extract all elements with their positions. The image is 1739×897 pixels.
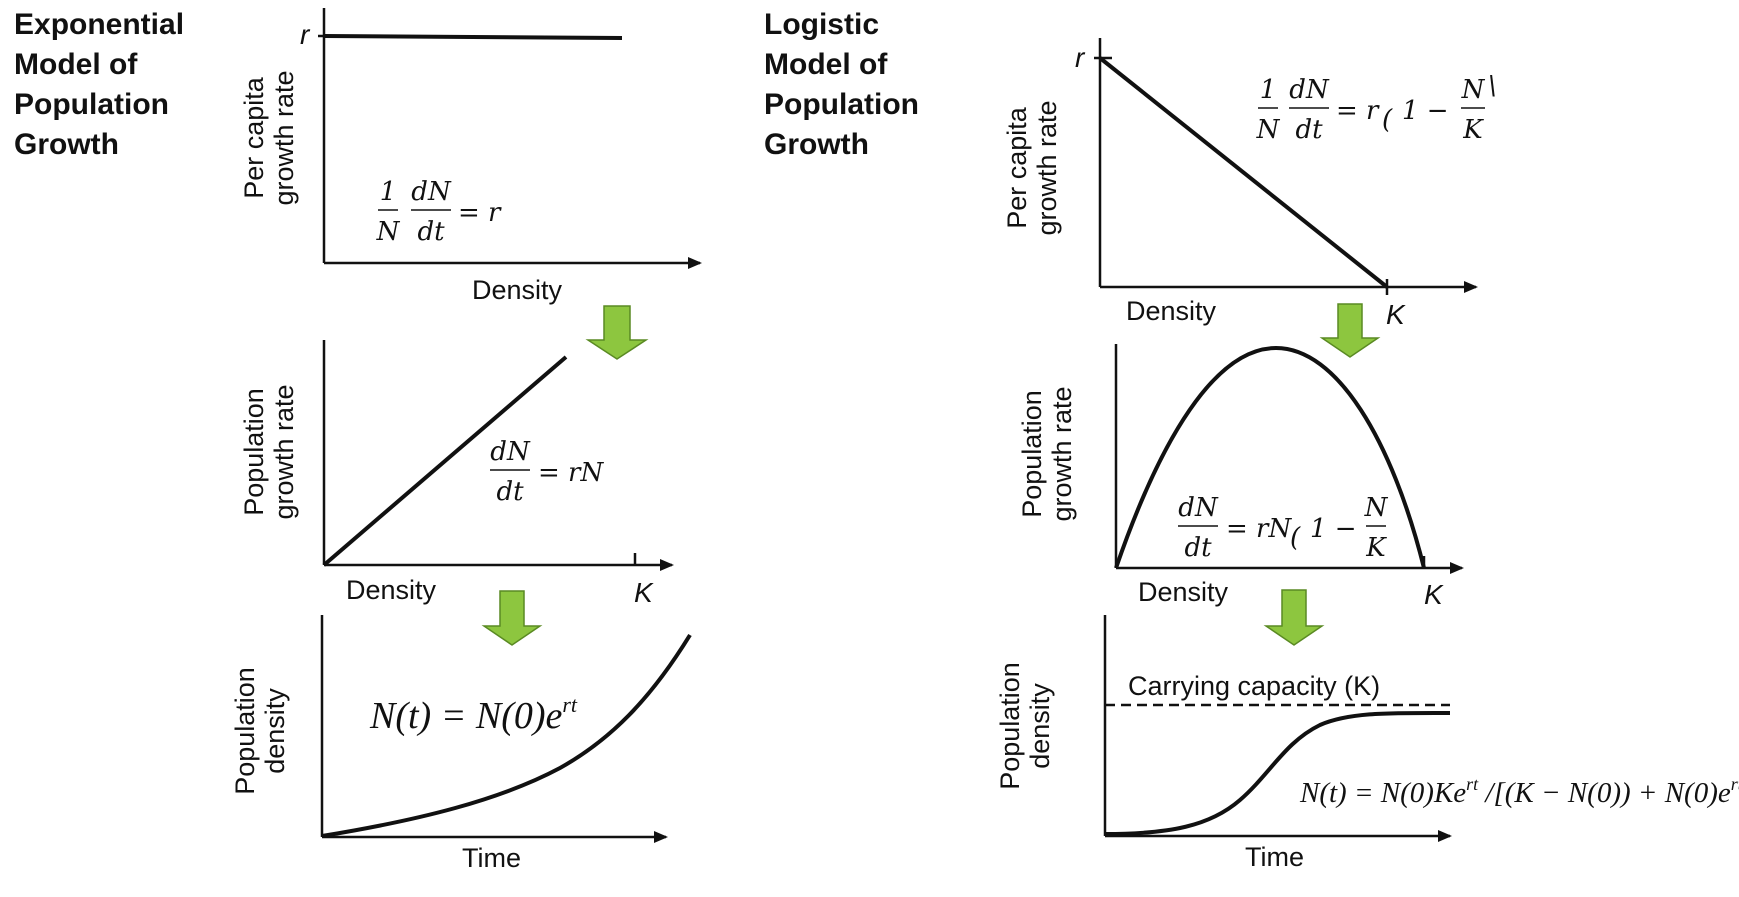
exp-p1-ylabel-1: Per capita [239,76,269,199]
exp-title-line-3: Population [14,88,169,121]
eq-den: K [1365,533,1387,563]
exp-title-line-1: Exponential [14,8,184,41]
eq-num: dN [1178,493,1219,523]
exp-p1-xlabel: Density [472,275,563,305]
log-p2-parabola-curve [1114,345,1426,569]
eq-part: N(t) = N(0)Ke [1299,777,1466,809]
log-p1-xlabel: Density [1126,296,1217,326]
eq-den: N [1256,115,1281,145]
eq-paren: ( [1290,523,1301,553]
exp-p2-ylabel-2: growth rate [269,384,299,519]
eq-den: N [376,217,401,247]
log-title-line-3: Population [764,88,919,121]
eq-rhs: = rN [538,458,604,488]
exp-p2-equation: dN dt = rN [490,437,604,507]
log-p1-k-label: K [1386,299,1406,330]
log-p1-equation: 1 N dN dt = r ( 1 − N K \ [1256,71,1497,145]
log-p3-xlabel: Time [1245,842,1304,872]
exp-title-line-4: Growth [14,128,119,161]
log-p2-ylabel-2: growth rate [1047,386,1077,521]
down-arrow-icon [481,590,543,646]
eq-sup: rt [1466,774,1479,794]
eq-close: \ [1488,71,1497,101]
eq-sup: rt [562,692,578,717]
exp-p1-r-label: r [300,19,311,50]
down-arrow-icon [585,305,649,360]
log-p3-sigmoid-curve [1104,710,1451,836]
exp-per-capita-panel: r Per capita growth rate Density 1 N dN … [239,8,702,305]
log-p2-k-label: K [1424,579,1444,610]
exp-p3-ylabel-1: Population [230,667,260,795]
eq-den: K [1462,115,1484,145]
log-per-capita-panel: r K Per capita growth rate Density 1 N d… [1002,38,1497,330]
log-p1-ylabel-2: growth rate [1032,100,1062,235]
exp-p3-equation: N(t) = N(0)ert [369,692,578,737]
eq-num: dN [1289,75,1330,105]
log-title-line-1: Logistic [764,8,879,41]
log-p3-equation: N(t) = N(0)Kert /[(K − N(0)) + N(0)ert] [1299,774,1739,809]
log-p3-capacity-label: Carrying capacity (K) [1128,671,1380,701]
log-p2-equation: dN dt = rN ( 1 − N K [1178,493,1389,563]
eq-rhs: = r [458,198,502,228]
log-p1-declining-line [1098,56,1389,289]
exp-p3-xlabel: Time [462,843,521,873]
down-arrow-icon [1319,303,1381,358]
eq-rhs: = r [1336,96,1380,126]
exp-population-density-panel: Population density Time N(t) = N(0)ert [230,615,692,873]
exp-title-line-2: Model of [14,48,138,81]
eq-rhs: = rN [1226,514,1292,544]
eq-part: /[(K − N(0)) + N(0)e [1478,777,1731,809]
log-title-line-2: Model of [764,48,888,81]
exp-population-growth-panel: K Population growth rate Density dN dt =… [239,340,674,608]
log-p3-ylabel-1: Population [995,662,1025,790]
exp-p2-xlabel: Density [346,575,437,605]
exp-p3-ylabel-2: density [260,688,290,774]
exp-p2-ylabel-1: Population [239,388,269,516]
eq-inner: 1 − [1402,96,1449,126]
eq-num: 1 [1260,75,1277,105]
log-title-line-4: Growth [764,128,869,161]
log-population-growth-panel: K Population growth rate Density dN dt =… [1017,344,1464,610]
eq-inner: 1 − [1310,514,1357,544]
eq-num: N [1461,75,1486,105]
log-p1-ylabel-1: Per capita [1002,106,1032,229]
logistic-title: Logistic Model of Population Growth [764,8,919,161]
eq-num: dN [411,177,452,207]
eq-den: dt [496,477,524,507]
eq-den: dt [1295,115,1323,145]
exp-p1-equation: 1 N dN dt = r [376,177,502,247]
log-population-density-panel: Carrying capacity (K) Population density… [995,615,1739,872]
eq-den: dt [1184,533,1212,563]
eq-num: N [1364,493,1389,523]
exp-p3-exponential-curve [321,633,692,838]
down-arrow-icon [1263,589,1325,646]
eq-num: dN [490,437,531,467]
exp-p2-k-label: K [634,577,654,608]
log-p2-ylabel-1: Population [1017,390,1047,518]
exponential-title: Exponential Model of Population Growth [14,8,184,161]
eq-paren: ( [1382,105,1393,135]
eq-den: dt [417,217,445,247]
exp-p1-ylabel-2: growth rate [269,70,299,205]
exp-p2-linear-line [322,355,568,567]
eq-num: 1 [380,177,397,207]
exp-p1-constant-line [323,34,623,40]
log-p1-r-label: r [1075,42,1086,73]
eq-sup: rt [1731,774,1739,794]
log-p2-xlabel: Density [1138,577,1229,607]
eq-main: N(t) = N(0)e [369,695,563,737]
log-p3-ylabel-2: density [1025,683,1055,769]
